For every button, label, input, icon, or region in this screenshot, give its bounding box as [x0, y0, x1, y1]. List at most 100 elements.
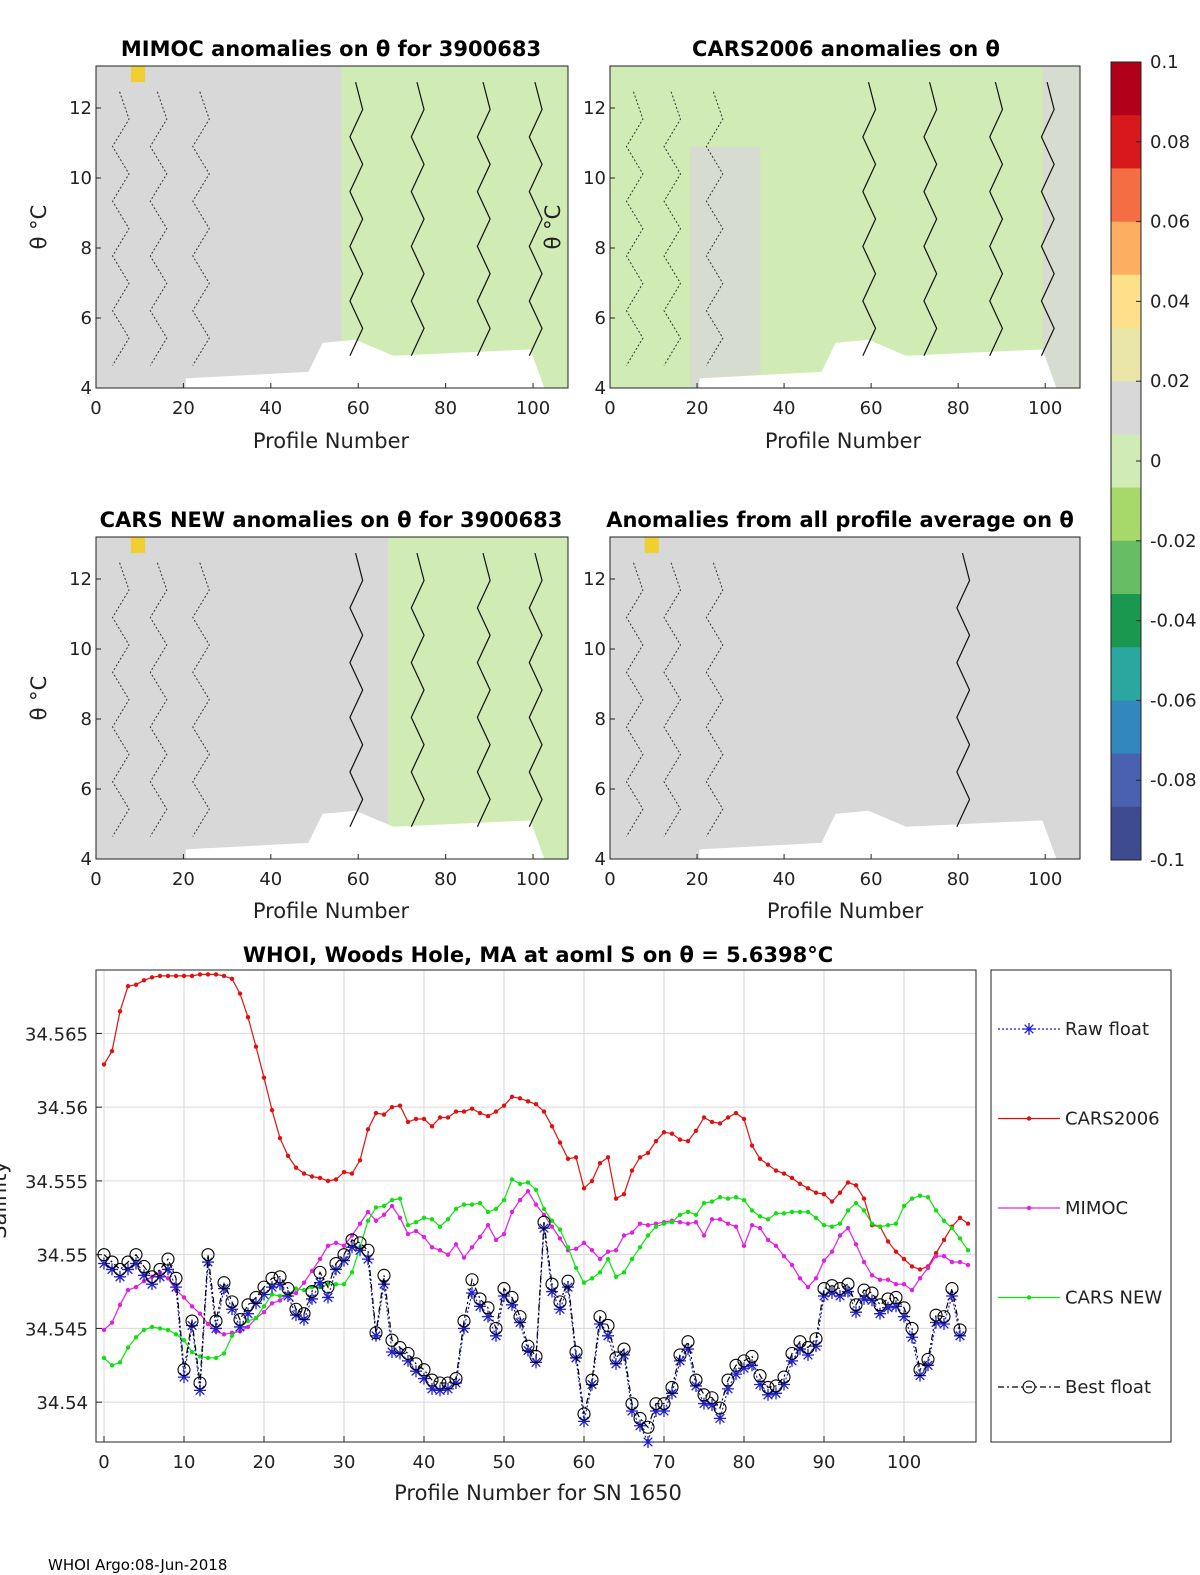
axis-ticks: 0 10 20 30 40 50 60 70 80 90 100 34.54 34.545 34.55 34… [25, 1024, 921, 1473]
data-point [805, 1186, 811, 1191]
data-point [921, 1352, 935, 1366]
x-tick-label: 20 [253, 1452, 276, 1473]
x-tick-label: 0 [604, 869, 615, 890]
x-tick-label: 60 [860, 398, 883, 419]
data-point [210, 1322, 222, 1335]
data-point [346, 1241, 358, 1254]
series-cars-new [101, 1177, 971, 1368]
data-point [170, 1281, 182, 1294]
x-tick-label: 80 [733, 1452, 756, 1473]
data-point [137, 1259, 151, 1274]
data-point [341, 1243, 347, 1249]
data-point [909, 1287, 915, 1293]
data-point [405, 1231, 411, 1237]
x-tick-label: 100 [887, 1452, 921, 1473]
data-point [645, 1222, 651, 1228]
legend-item: Raw float [998, 1019, 1149, 1040]
data-point [145, 1270, 159, 1284]
data-point [117, 1009, 123, 1014]
colorbar-step [1111, 487, 1141, 542]
data-point [893, 1221, 899, 1226]
contour-line [476, 552, 491, 828]
data-point [605, 1155, 611, 1160]
data-point [217, 1276, 231, 1290]
x-tick-label: 60 [860, 869, 883, 890]
colorbar-step [1111, 540, 1141, 595]
data-point [637, 1221, 643, 1226]
data-point [706, 1399, 718, 1412]
data-point [801, 1341, 815, 1355]
y-tick-label: 10 [583, 639, 606, 660]
data-point [1022, 1380, 1036, 1394]
anomaly-field [96, 537, 568, 859]
anomaly-neutral-region [96, 66, 342, 388]
data-point [533, 1202, 539, 1207]
series-raw-float [98, 1222, 966, 1448]
data-point [381, 1212, 387, 1218]
data-point [885, 1239, 891, 1244]
data-point [181, 1338, 187, 1343]
data-point [533, 1102, 539, 1107]
y-tick-label: 34.56 [36, 1098, 88, 1119]
data-point [97, 1248, 111, 1262]
data-point [309, 1268, 315, 1274]
data-point [433, 1376, 447, 1390]
data-point [821, 1192, 827, 1197]
data-point [517, 1096, 523, 1101]
data-point [417, 1363, 431, 1377]
data-point [245, 1318, 251, 1324]
data-point [778, 1378, 790, 1391]
colorbar-step [1111, 381, 1141, 435]
data-point [626, 1405, 638, 1418]
colorbar-tick-label: 0.1 [1150, 52, 1179, 73]
data-point [194, 1384, 206, 1397]
data-point [165, 973, 171, 979]
data-point [730, 1368, 742, 1381]
data-point [122, 1263, 134, 1276]
data-point [242, 1307, 254, 1320]
colorbar-tick-label: -0.02 [1150, 531, 1197, 552]
data-point [965, 1262, 971, 1268]
data-point [717, 1121, 723, 1126]
data-point [161, 1252, 175, 1266]
data-point [325, 1243, 331, 1249]
contour-line [862, 81, 877, 357]
x-tick-label: 30 [333, 1452, 356, 1473]
data-point [781, 1253, 787, 1259]
data-point [429, 1217, 435, 1222]
data-point [890, 1300, 902, 1313]
data-point [794, 1343, 806, 1356]
data-point [413, 1228, 419, 1234]
data-point [341, 1281, 347, 1287]
data-point [621, 1192, 627, 1197]
data-point [717, 1194, 723, 1200]
data-point [757, 1214, 763, 1219]
data-point [181, 1295, 187, 1300]
legend-label: CARS NEW [1065, 1288, 1162, 1309]
data-point [449, 1372, 463, 1386]
data-point [949, 1259, 955, 1265]
y-tick-label: 6 [81, 779, 92, 800]
data-point [501, 1103, 507, 1108]
y-tick-label: 34.55 [36, 1246, 88, 1267]
data-point [853, 1183, 859, 1188]
legend-label: Raw float [1065, 1019, 1149, 1040]
data-point [898, 1310, 910, 1323]
series-cars2006 [101, 972, 971, 1272]
data-point [261, 1304, 267, 1309]
y-tick-label: 8 [81, 709, 92, 730]
data-point [685, 1221, 691, 1226]
data-point [861, 1259, 867, 1265]
data-point [493, 1109, 499, 1114]
data-point [121, 1255, 135, 1269]
data-point [377, 1268, 391, 1282]
x-tick-label: 100 [516, 398, 550, 419]
data-point [573, 1265, 579, 1271]
data-point [621, 1270, 627, 1275]
data-point [257, 1280, 271, 1294]
data-point [613, 1248, 619, 1253]
data-point [133, 1335, 139, 1340]
data-point [117, 1302, 123, 1308]
data-point [525, 1180, 531, 1185]
y-tick-label: 6 [81, 308, 92, 329]
